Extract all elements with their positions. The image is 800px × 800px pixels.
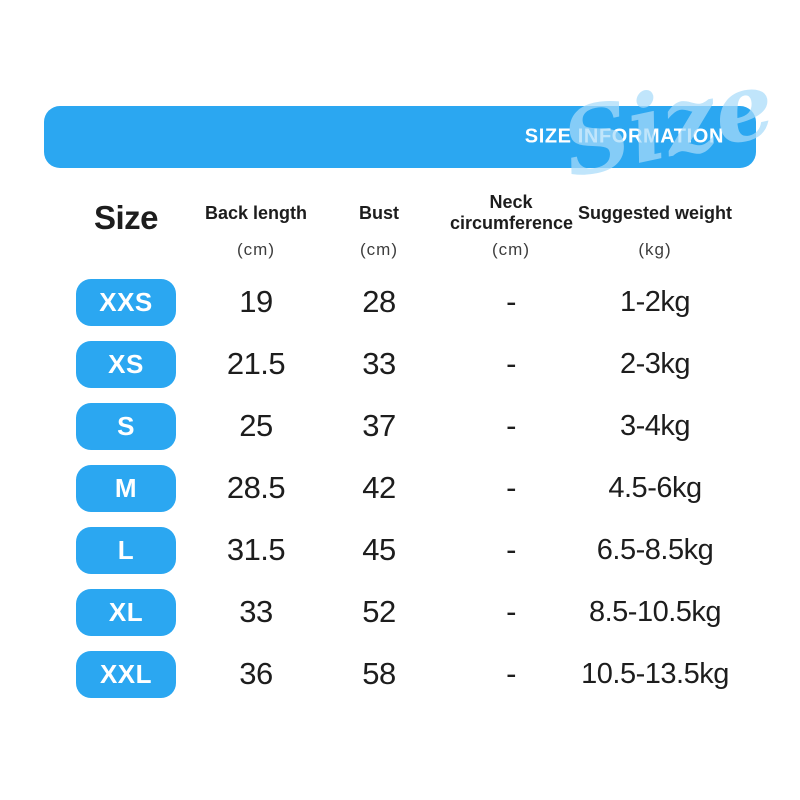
table-row: XXL 36 58 - 10.5-13.5kg: [48, 643, 752, 705]
unit-suggested-weight: (kg): [638, 240, 672, 259]
size-badge: XXL: [76, 650, 176, 698]
cell-suggested-weight: 2-3kg: [619, 347, 691, 380]
column-header-size: Size: [93, 199, 159, 236]
table-row: M 28.5 42 - 4.5-6kg: [48, 457, 752, 519]
size-badge: XL: [76, 588, 176, 636]
cell-suggested-weight: 10.5-13.5kg: [581, 657, 729, 690]
cell-back-length: 21.5: [226, 346, 286, 381]
cell-suggested-weight: 1-2kg: [619, 285, 691, 318]
cell-back-length: 33: [239, 594, 273, 629]
cell-bust: 58: [362, 656, 396, 691]
table-body: XXS 19 28 - 1-2kg XS 21.5 33 - 2-3kg S 2…: [0, 271, 752, 705]
cell-suggested-weight: 3-4kg: [619, 409, 691, 442]
table-row: XS 21.5 33 - 2-3kg: [48, 333, 752, 395]
cell-suggested-weight: 6.5-8.5kg: [596, 533, 714, 566]
column-header-neck-circumference: Neck circumference: [450, 192, 574, 233]
cell-neck-circumference: -: [506, 532, 516, 567]
cell-bust: 28: [362, 284, 396, 319]
cell-bust: 37: [362, 408, 396, 443]
size-badge: S: [76, 402, 176, 450]
cell-back-length: 28.5: [226, 470, 286, 505]
size-badge: XS: [76, 340, 176, 388]
cell-suggested-weight: 4.5-6kg: [608, 471, 702, 504]
cell-neck-circumference: -: [506, 408, 516, 443]
table-row: L 31.5 45 - 6.5-8.5kg: [48, 519, 752, 581]
size-badge: XXS: [76, 278, 176, 326]
table-header: Size Back length Bust Neck circumference…: [0, 186, 752, 240]
column-header-back-length: Back length: [204, 202, 308, 223]
cell-bust: 52: [362, 594, 396, 629]
unit-back-length: (cm): [237, 240, 275, 259]
table-row: XL 33 52 - 8.5-10.5kg: [48, 581, 752, 643]
cell-back-length: 31.5: [226, 532, 286, 567]
size-badge: L: [76, 526, 176, 574]
cell-neck-circumference: -: [506, 346, 516, 381]
size-badge: M: [76, 464, 176, 512]
cell-bust: 42: [362, 470, 396, 505]
cell-back-length: 36: [239, 656, 273, 691]
unit-bust: (cm): [360, 240, 398, 259]
table-row: XXS 19 28 - 1-2kg: [48, 271, 752, 333]
cell-back-length: 19: [239, 284, 273, 319]
column-header-bust: Bust: [359, 202, 399, 223]
cell-bust: 45: [362, 532, 396, 567]
cell-neck-circumference: -: [506, 594, 516, 629]
column-header-suggested-weight: Suggested weight: [577, 202, 732, 223]
cell-neck-circumference: -: [506, 470, 516, 505]
banner-title: SIZE INFORMATION: [524, 125, 724, 148]
cell-neck-circumference: -: [506, 656, 516, 691]
table-row: S 25 37 - 3-4kg: [48, 395, 752, 457]
cell-back-length: 25: [239, 408, 273, 443]
cell-bust: 33: [362, 346, 396, 381]
table-units-row: (cm) (cm) (cm) (kg): [0, 240, 752, 270]
unit-neck-circumference: (cm): [492, 240, 530, 259]
cell-neck-circumference: -: [506, 284, 516, 319]
cell-suggested-weight: 8.5-10.5kg: [588, 595, 722, 628]
size-information-banner: SIZE INFORMATION: [44, 106, 756, 168]
